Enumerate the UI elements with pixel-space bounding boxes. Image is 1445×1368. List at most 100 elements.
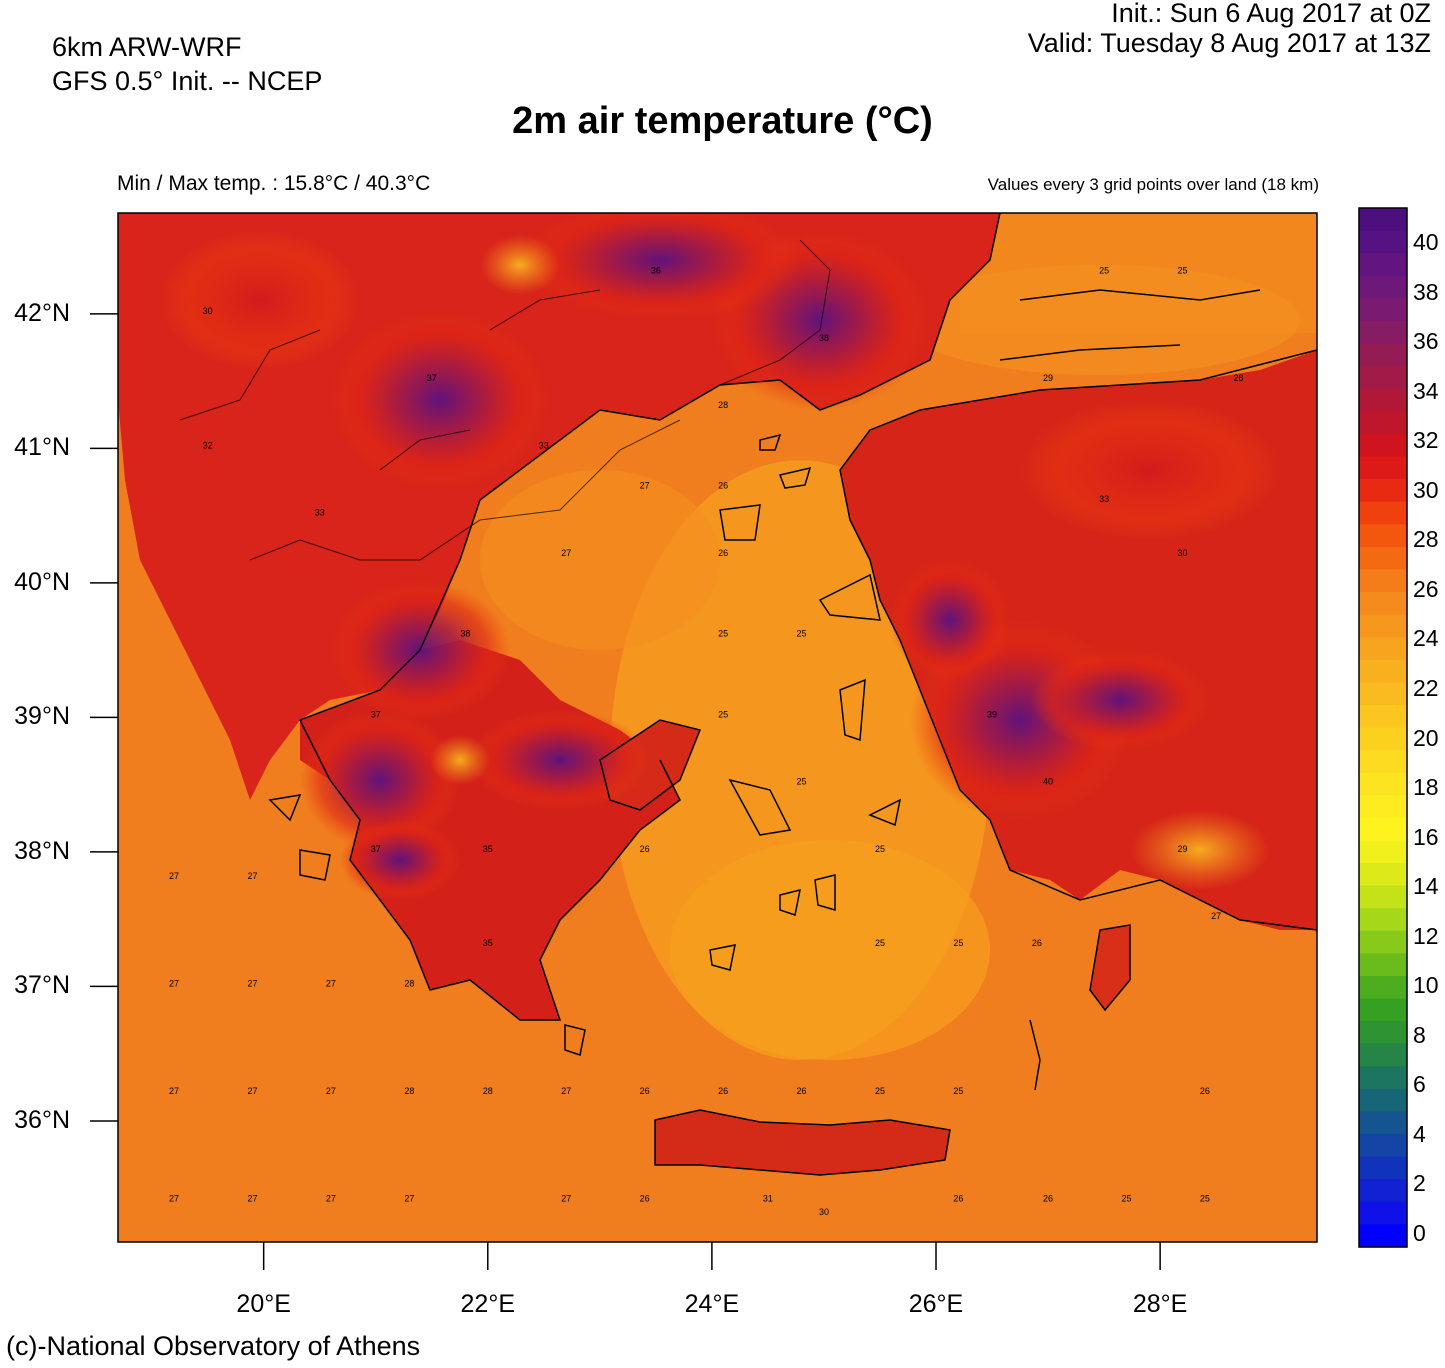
colorbar-segment [1359,930,1407,954]
colorbar-segment [1359,817,1407,842]
grid-value: 26 [640,1194,650,1204]
colorbar-segment [1359,366,1407,390]
warm-core-marmara-south [1020,400,1280,540]
grid-value: 27 [247,871,257,881]
colorbar-segment [1359,863,1407,887]
grid-value: 28 [718,400,728,410]
colorbar-segment [1359,1134,1407,1158]
colorbar-segment [1359,1088,1407,1113]
colorbar-segment [1359,1156,1407,1180]
colorbar-segment [1359,975,1407,1000]
grid-value: 27 [247,1194,257,1204]
colorbar-segment [1359,885,1407,909]
hot-core-aetolia [300,710,460,850]
colorbar-segment [1359,682,1407,706]
grid-value: 33 [1099,494,1109,504]
grid-value: 25 [875,938,885,948]
colorbar-segment [1359,479,1407,503]
grid-values-note: Values every 3 grid points over land (18… [987,175,1319,194]
colorbar-segment [1359,1021,1407,1045]
grid-value: 25 [1121,1194,1131,1204]
axis-ticks [90,313,1161,1270]
cool-spot-2 [430,735,490,785]
grid-value: 33 [539,440,549,450]
map-field: 27 27 27 27 27 28 27 27 27 28 28 27 26 26 26 25 25 26 27 27… [118,213,1317,1242]
grid-value: 27 [1211,911,1221,921]
colorbar-segment [1359,546,1407,570]
lon-label: 22°E [460,1290,516,1318]
colorbar-label: 16 [1413,823,1439,850]
colorbar-segment [1359,501,1407,525]
hot-core-bulgaria [520,213,800,320]
grid-value: 35 [483,844,493,854]
colorbar-segment [1359,1201,1407,1226]
grid-value: 30 [1178,548,1188,558]
grid-value: 26 [718,1086,728,1096]
grid-value: 36 [651,266,661,276]
valid-time: Valid: Tuesday 8 Aug 2017 at 13Z [1027,28,1431,58]
grid-value: 28 [404,1086,414,1096]
colorbar-segment [1359,388,1407,412]
colorbar-label: 28 [1413,526,1439,553]
grid-value: 26 [640,1086,650,1096]
grid-value: 30 [203,306,213,316]
grid-value: 26 [640,844,650,854]
grid-value: 27 [561,548,571,558]
grid-value: 27 [561,1086,571,1096]
colorbar-label: 40 [1413,229,1439,255]
colorbar-segment [1359,230,1407,254]
grid-value: 27 [169,1194,179,1204]
lat-label: 41°N [14,433,70,462]
grid-value: 37 [427,373,437,383]
grid-value: 26 [718,548,728,558]
grid-value: 27 [640,481,650,491]
grid-value: 26 [797,1086,807,1096]
hot-core-macedonia [330,310,550,490]
marmara-zone [900,265,1300,375]
grid-value: 27 [404,1194,414,1204]
grid-value: 29 [1043,373,1053,383]
grid-value: 27 [247,1086,257,1096]
lon-label: 20°E [236,1290,291,1318]
colorbar-segment [1359,908,1407,932]
colorbar-label: 22 [1413,674,1439,701]
colorbar-segment [1359,772,1407,796]
grid-value: 30 [819,1207,829,1217]
grid-value: 27 [326,978,336,988]
grid-value: 32 [203,440,213,450]
crete [655,1110,950,1175]
min-max-temperature: Min / Max temp. : 15.8°C / 40.3°C [117,172,431,195]
grid-value: 37 [371,709,381,719]
colorbar-segment [1359,253,1407,277]
colorbar-label: 38 [1413,278,1439,305]
colorbar-segment [1359,1066,1407,1090]
colorbar-segment [1359,1043,1407,1067]
cool-spot-1 [480,235,560,295]
grid-value: 38 [819,333,829,343]
colorbar-segment [1359,411,1407,435]
colorbar-label: 30 [1413,476,1439,503]
colorbar-label: 20 [1413,724,1439,751]
colorbar-label: 10 [1413,972,1439,999]
lat-label: 38°N [14,836,70,865]
colorbar-label: 36 [1413,328,1439,355]
cyclades-cool-zone [670,840,990,1060]
colorbar-label: 24 [1413,625,1439,652]
colorbar-label: 0 [1413,1220,1426,1246]
lon-label: 24°E [684,1290,740,1318]
lon-label: 26°E [908,1290,964,1318]
grid-value: 28 [1234,373,1244,383]
colorbar-segment [1359,840,1407,864]
grid-value: 26 [1200,1086,1210,1096]
colorbar-segment [1359,1224,1407,1248]
colorbar [1358,207,1408,1248]
lat-label: 39°N [14,702,70,731]
grid-value: 28 [404,978,414,988]
grid-value: 37 [371,844,381,854]
lat-label: 36°N [14,1105,70,1134]
hot-core-peloponnese [340,820,460,900]
credit-line: (c)-National Observatory of Athens [6,1331,421,1361]
lat-label: 42°N [14,298,70,327]
rhodes [1090,925,1130,1010]
model-name: 6km ARW-WRF [52,32,242,62]
